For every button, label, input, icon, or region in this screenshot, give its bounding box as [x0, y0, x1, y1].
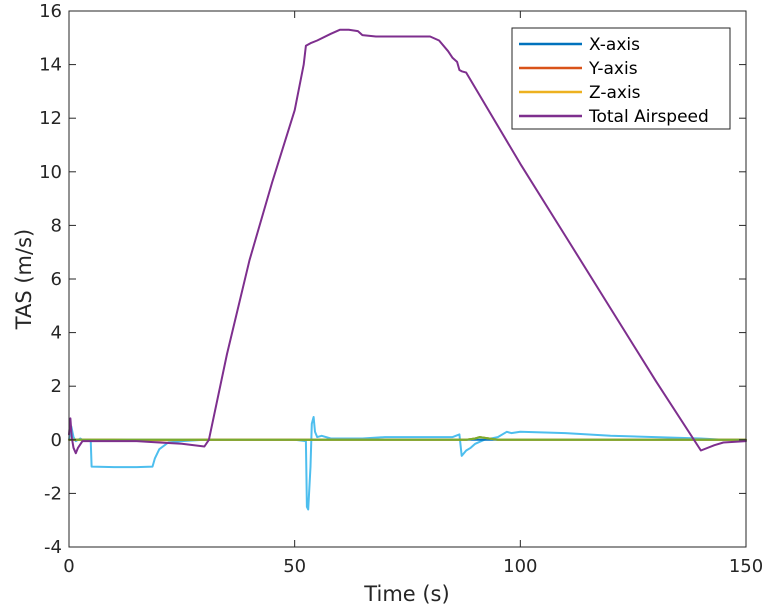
- y-tick-label-2: 0: [51, 430, 62, 451]
- x-axis-label: Time (s): [363, 582, 449, 606]
- y-tick-label-8: 12: [39, 108, 62, 129]
- y-axis-label: TAS (m/s): [12, 229, 36, 330]
- y-tick-label-5: 6: [51, 269, 62, 290]
- y-tick-label-7: 10: [39, 162, 62, 183]
- x-tick-label-2: 100: [503, 556, 537, 577]
- legend-label-3: Total Airspeed: [588, 107, 709, 127]
- x-tick-label-1: 50: [283, 556, 306, 577]
- legend-label-1: Y-axis: [588, 59, 638, 79]
- y-tick-label-3: 2: [51, 376, 62, 397]
- y-tick-label-0: -4: [44, 537, 62, 558]
- series-line-3: [68, 28, 747, 455]
- x-tick-label-3: 150: [729, 556, 763, 577]
- legend-label-2: Z-axis: [589, 83, 641, 103]
- y-tick-label-6: 8: [51, 215, 62, 236]
- y-tick-label-10: 16: [39, 1, 62, 22]
- x-tick-label-0: 0: [63, 556, 74, 577]
- legend-label-0: X-axis: [589, 35, 640, 55]
- y-tick-label-4: 4: [51, 323, 62, 344]
- series-line-5: [68, 436, 747, 441]
- series-lines: [68, 28, 747, 511]
- axis-ticks: 0 50 100 150 -4 -2 0 2 4 6 8 10 12 14 16: [39, 1, 763, 577]
- y-tick-label-1: -2: [44, 483, 62, 504]
- legend: X-axis Y-axis Z-axis Total Airspeed: [511, 27, 731, 130]
- series-line-4: [68, 416, 747, 511]
- y-tick-label-9: 14: [39, 55, 62, 76]
